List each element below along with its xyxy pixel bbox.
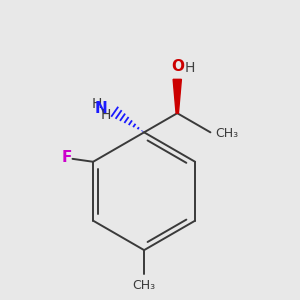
Text: CH₃: CH₃ — [215, 127, 238, 140]
Text: H: H — [184, 61, 195, 75]
Text: CH₃: CH₃ — [133, 279, 156, 292]
Text: F: F — [61, 150, 72, 165]
Polygon shape — [173, 79, 182, 113]
Text: H: H — [92, 97, 102, 111]
Text: O: O — [171, 59, 184, 74]
Text: H: H — [101, 107, 112, 122]
Text: N: N — [94, 101, 107, 116]
